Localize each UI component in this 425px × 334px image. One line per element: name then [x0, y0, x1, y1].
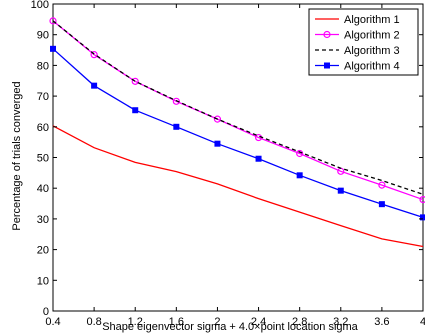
y-tick-label: 0 — [43, 306, 49, 318]
y-tick-label: 40 — [37, 183, 49, 195]
data-point-circle — [49, 17, 57, 25]
x-tick-label: 0.8 — [86, 316, 101, 328]
data-point-square — [214, 140, 221, 147]
x-tick-label: 0.4 — [45, 316, 60, 328]
plot-series — [49, 17, 425, 248]
data-point-square — [337, 187, 344, 194]
x-axis-label: Shape eigenvector sigma + 4.0×point loca… — [102, 321, 358, 333]
y-tick-label: 30 — [37, 214, 49, 226]
data-point-circle — [90, 51, 98, 59]
x-tick-label: 1.2 — [128, 316, 143, 328]
y-axis-label: Percentage of trials converged — [11, 81, 23, 230]
data-point-square — [255, 155, 262, 162]
data-point-square — [50, 45, 56, 52]
data-point-square — [296, 172, 303, 179]
y-tick-label: 20 — [37, 245, 49, 257]
data-point-square — [378, 201, 385, 208]
series-algorithm-4 — [50, 45, 425, 221]
data-point-square — [324, 62, 330, 69]
legend-label: Algorithm 2 — [344, 30, 400, 42]
data-point-circle — [172, 97, 180, 105]
y-tick-label: 50 — [37, 153, 49, 165]
y-tick-label: 70 — [37, 91, 49, 103]
x-tick-label: 1.6 — [169, 316, 184, 328]
y-tick-label: 10 — [37, 275, 49, 287]
x-tick-label: 2.4 — [251, 316, 266, 328]
data-point-square — [173, 123, 180, 130]
data-point-circle — [323, 30, 331, 39]
x-tick-label: 4 — [420, 316, 425, 328]
series-line — [52, 125, 424, 248]
data-point-circle — [131, 77, 139, 85]
y-tick-label: 100 — [31, 0, 49, 11]
axis-ticks: 0.4 0.8 1.2 1.6 2 2.4 2.8 3.2 3.6 401020304050607… — [31, 0, 425, 328]
data-point-square — [132, 107, 139, 114]
data-point-square — [91, 82, 98, 89]
data-point-circle — [296, 149, 304, 158]
y-tick-label: 90 — [37, 30, 49, 42]
data-point-circle — [378, 181, 386, 189]
legend-label: Algorithm 3 — [344, 45, 400, 57]
y-tick-label: 80 — [37, 60, 49, 72]
x-tick-label: 3.6 — [374, 316, 389, 328]
legend-label: Algorithm 4 — [344, 61, 400, 73]
x-tick-label: 2 — [214, 316, 220, 328]
series-line — [52, 48, 424, 218]
data-point-circle — [419, 195, 425, 204]
legend: Algorithm 1 Algorithm 2 Algorithm 3 Algorit… — [308, 8, 419, 76]
series-line — [52, 20, 424, 195]
x-tick-label: 3.2 — [333, 316, 348, 328]
x-tick-label: 2.8 — [292, 316, 307, 328]
series-algorithm-1 — [52, 125, 424, 248]
series-algorithm-3 — [52, 20, 424, 195]
data-point-square — [420, 214, 425, 221]
legend-label: Algorithm 1 — [344, 14, 400, 26]
y-tick-label: 60 — [37, 122, 49, 134]
data-point-circle — [213, 115, 222, 123]
